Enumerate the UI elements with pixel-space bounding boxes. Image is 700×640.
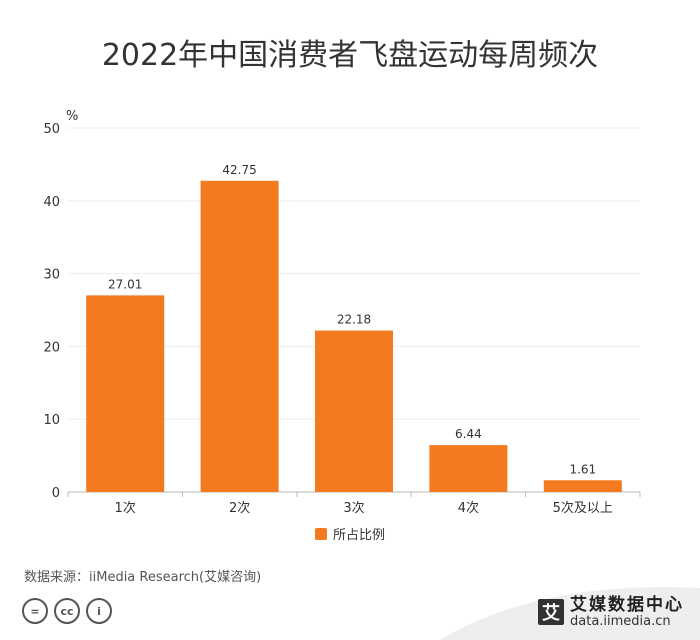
source-note: 数据来源：iiMedia Research(艾媒咨询) xyxy=(24,570,262,585)
y-tick-label: 30 xyxy=(43,268,60,283)
data-label: 42.75 xyxy=(222,163,256,177)
y-tick-label: 50 xyxy=(43,122,60,137)
brand-logo-icon: 艾 xyxy=(538,599,564,626)
brand-background xyxy=(440,587,700,640)
y-unit-label: % xyxy=(66,109,78,124)
data-label: 6.44 xyxy=(455,427,482,441)
x-tick-label: 4次 xyxy=(458,500,479,516)
cc-icon: cc xyxy=(54,598,80,624)
equals-icon: = xyxy=(22,598,48,624)
y-axis: 0 10 20 30 40 50 xyxy=(43,122,60,501)
bars xyxy=(86,180,622,492)
x-axis: 1次 2次 3次 4次 5次及以上 xyxy=(67,492,641,516)
data-labels: 27.01 42.75 22.18 6.44 1.61 xyxy=(108,163,596,476)
chart-title: 2022年中国消费者飞盘运动每周频次 xyxy=(101,38,599,73)
y-tick-label: 0 xyxy=(52,486,60,501)
brand-logo-block: 艾 艾媒数据中心 data.iimedia.cn xyxy=(538,596,684,629)
legend-swatch xyxy=(314,527,327,540)
x-tick-label: 1次 xyxy=(115,500,136,516)
license-icons: = cc i xyxy=(22,598,112,624)
bar xyxy=(200,180,279,492)
x-tick-label: 5次及以上 xyxy=(553,500,613,516)
data-label: 22.18 xyxy=(337,313,371,327)
brand-name: 艾媒数据中心 xyxy=(570,595,684,615)
data-label: 27.01 xyxy=(108,277,142,291)
bar xyxy=(429,445,508,492)
bar-chart: 0 10 20 30 40 50 1次 2次 3次 4次 5次及以上 27.01 42.75 22.1… xyxy=(43,109,641,516)
y-tick-label: 10 xyxy=(43,413,60,428)
legend: 所占比例 xyxy=(0,524,700,543)
data-label: 1.61 xyxy=(569,462,596,476)
legend-label: 所占比例 xyxy=(332,528,385,543)
x-tick-label: 2次 xyxy=(229,500,250,516)
person-icon: i xyxy=(86,598,112,624)
bar xyxy=(543,480,622,492)
bar xyxy=(86,295,165,492)
brand-url: data.iimedia.cn xyxy=(570,613,671,629)
y-tick-label: 20 xyxy=(43,340,60,355)
x-tick-label: 3次 xyxy=(343,500,364,516)
y-tick-label: 40 xyxy=(43,195,60,210)
bar xyxy=(315,330,393,492)
